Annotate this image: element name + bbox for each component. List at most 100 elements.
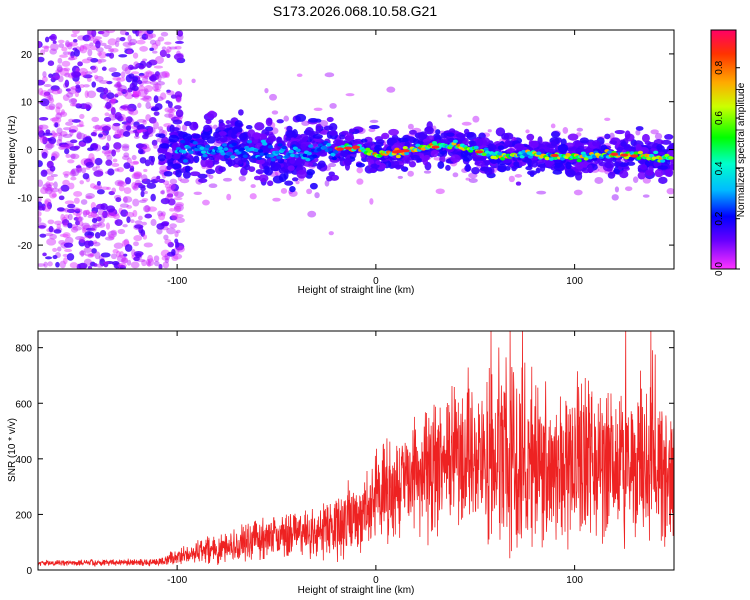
spectrogram-noise-blob — [150, 218, 157, 226]
spectrogram-band-blob — [394, 164, 405, 169]
spectrogram-band-blob — [424, 154, 430, 160]
spectrogram-band-blob — [424, 126, 434, 135]
spectrogram-band-blob — [664, 134, 674, 140]
spectrogram-y-axis-label: Frequency (Hz) — [7, 116, 18, 185]
spectrogram-noise-blob — [65, 153, 71, 158]
spectrogram-band-blob — [657, 165, 669, 170]
spectrogram-noise-blob — [140, 97, 150, 101]
spectrogram-noise-blob — [75, 165, 83, 174]
spectrogram-noise-blob — [115, 81, 121, 89]
spectrogram-ridge-blob — [227, 151, 233, 156]
spectrogram-noise-blob — [173, 53, 184, 61]
spectrogram-band-blob — [289, 186, 296, 193]
spectrogram-noise-blob — [95, 216, 102, 222]
spectrogram-noise-blob — [508, 175, 515, 183]
spectrogram-noise-blob — [67, 213, 73, 221]
spectrogram-band-blob — [460, 149, 469, 158]
spectrogram-ridge-blob — [239, 147, 246, 152]
spectrogram-band-blob — [198, 178, 208, 183]
spectrogram-noise-blob — [111, 107, 116, 113]
spectrogram-noise-blob — [143, 88, 149, 95]
spectrogram-noise-blob — [69, 103, 76, 107]
spectrogram-noise-blob — [52, 40, 57, 44]
spectrogram-peak — [336, 147, 345, 151]
spectrogram-noise-blob — [164, 238, 172, 245]
spectrogram-noise-blob — [264, 88, 269, 94]
spectrogram-ridge-blob — [246, 139, 253, 144]
spectrogram-noise-blob — [461, 121, 472, 126]
spectrogram-x-tick-label: 100 — [566, 276, 583, 287]
spectrogram-band-blob — [375, 160, 382, 165]
spectrogram-ridge-blob — [330, 152, 336, 157]
spectrogram-noise-blob — [166, 193, 174, 198]
spectrogram-noise-blob — [149, 39, 157, 45]
spectrogram-noise-blob — [38, 124, 49, 130]
spectrogram-noise-blob — [145, 101, 151, 110]
spectrogram-noise-blob — [52, 247, 58, 252]
spectrogram-noise-blob — [103, 45, 112, 50]
spectrogram-band-blob — [635, 126, 644, 131]
spectrogram-noise-blob — [77, 61, 83, 67]
spectrogram-noise-blob — [70, 98, 78, 104]
spectrogram-band-blob — [410, 154, 420, 161]
spectrogram-noise-blob — [650, 129, 659, 135]
spectrogram-noise-blob — [87, 265, 93, 269]
spectrogram-noise-blob — [66, 253, 75, 261]
spectrogram-noise-blob — [96, 180, 101, 186]
spectrogram-noise-blob — [172, 119, 183, 125]
spectrogram-noise-blob — [91, 30, 97, 38]
spectrogram-band-blob — [315, 125, 322, 134]
spectrogram-noise-blob — [169, 223, 177, 229]
spectrogram-noise-blob — [75, 220, 81, 226]
spectrogram-noise-blob — [145, 61, 152, 69]
snr-x-tick-label: 100 — [566, 575, 583, 586]
spectrogram-band-blob — [398, 137, 409, 143]
spectrogram-noise-blob — [112, 158, 118, 163]
spectrogram-noise-blob — [91, 217, 98, 224]
spectrogram-noise-blob — [50, 155, 56, 161]
spectrogram-band-blob — [426, 135, 436, 141]
spectrogram-noise-blob — [64, 148, 70, 155]
spectrogram-noise-blob — [114, 179, 125, 187]
spectrogram-band-blob — [276, 119, 284, 124]
spectrogram-ridge-blob — [333, 150, 339, 154]
spectrogram-noise-blob — [97, 51, 102, 57]
spectrogram-noise-blob — [94, 251, 101, 260]
spectrogram-band-blob — [448, 128, 456, 134]
spectrogram-noise-blob — [48, 136, 57, 145]
spectrogram-band-blob — [439, 155, 446, 163]
spectrogram-noise-blob — [53, 181, 58, 189]
spectrogram-noise-blob — [69, 170, 77, 177]
spectrogram-noise-blob — [129, 38, 137, 46]
spectrogram-noise-blob — [89, 42, 94, 47]
spectrogram-noise-blob — [64, 236, 74, 245]
spectrogram-noise-blob — [134, 224, 144, 229]
spectrogram-noise-blob — [46, 95, 52, 100]
spectrogram-noise-blob — [79, 103, 89, 110]
spectrogram-noise-blob — [110, 253, 117, 260]
spectrogram-peak — [620, 153, 629, 157]
spectrogram-band-blob — [535, 167, 541, 174]
spectrogram-band-blob — [245, 125, 253, 130]
spectrogram-x-tick-label: -100 — [167, 276, 187, 287]
spectrogram-noise-blob — [143, 168, 148, 173]
spectrogram-noise-blob — [90, 210, 98, 218]
spectrogram-noise-blob — [163, 234, 169, 241]
spectrogram-noise-blob — [62, 94, 70, 101]
spectrogram-ridge-blob — [576, 158, 582, 163]
spectrogram-noise-blob — [124, 244, 133, 252]
spectrogram-noise-blob — [147, 258, 155, 266]
spectrogram-noise-blob — [156, 223, 165, 230]
spectrogram-band-blob — [565, 169, 576, 178]
spectrogram-noise-blob — [134, 129, 140, 138]
spectrogram-band-blob — [552, 169, 563, 175]
spectrogram-noise-blob — [116, 128, 125, 136]
spectrogram-band-blob — [218, 131, 227, 137]
spectrogram-ridge-blob — [312, 154, 318, 159]
spectrogram-noise-blob — [58, 240, 66, 245]
spectrogram-noise-blob — [47, 261, 53, 267]
spectrogram-band-blob — [343, 157, 352, 166]
spectrogram-noise-blob — [122, 155, 130, 161]
spectrogram-noise-blob — [154, 83, 162, 91]
spectrogram-noise-blob — [666, 188, 674, 195]
